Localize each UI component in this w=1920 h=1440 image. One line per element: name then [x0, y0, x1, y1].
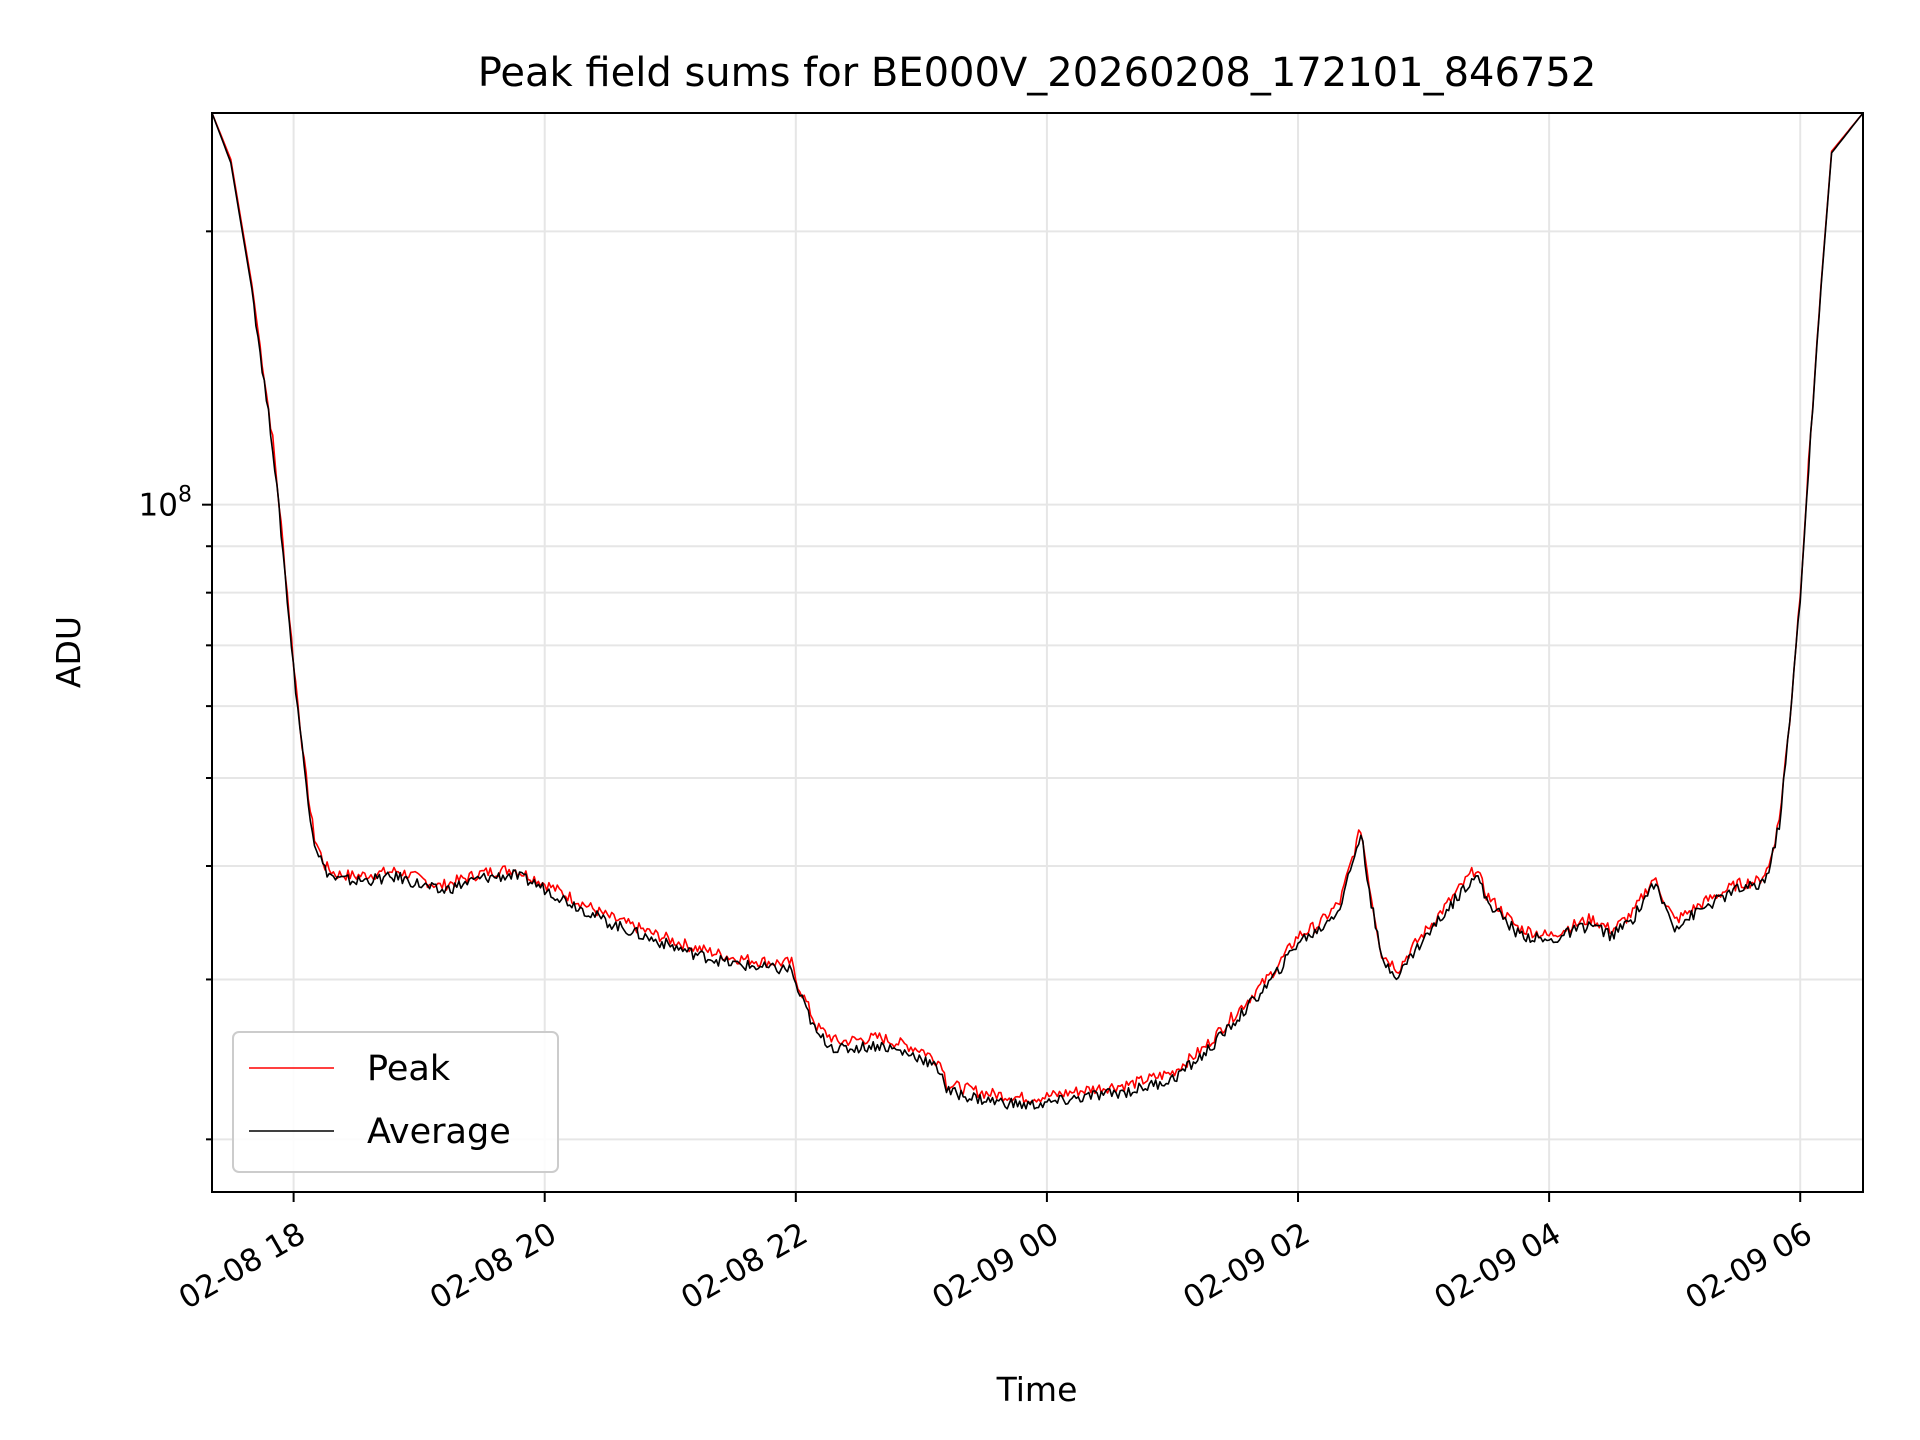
legend: Peak Average: [232, 1031, 559, 1173]
legend-box: [232, 1031, 559, 1173]
series-layer: [211, 112, 1864, 1110]
legend-label-peak: Peak: [367, 1049, 451, 1089]
plot-frame: [211, 112, 1864, 1193]
y-tick-label: 108: [139, 483, 192, 524]
y-axis-label: ADU: [49, 616, 88, 688]
chart-title: Peak field sums for BE000V_20260208_1721…: [478, 50, 1597, 96]
series-line-peak: [211, 112, 1864, 1104]
series-line-average: [211, 112, 1864, 1110]
x-axis-label: Time: [996, 1370, 1078, 1409]
legend-label-average: Average: [367, 1112, 511, 1152]
